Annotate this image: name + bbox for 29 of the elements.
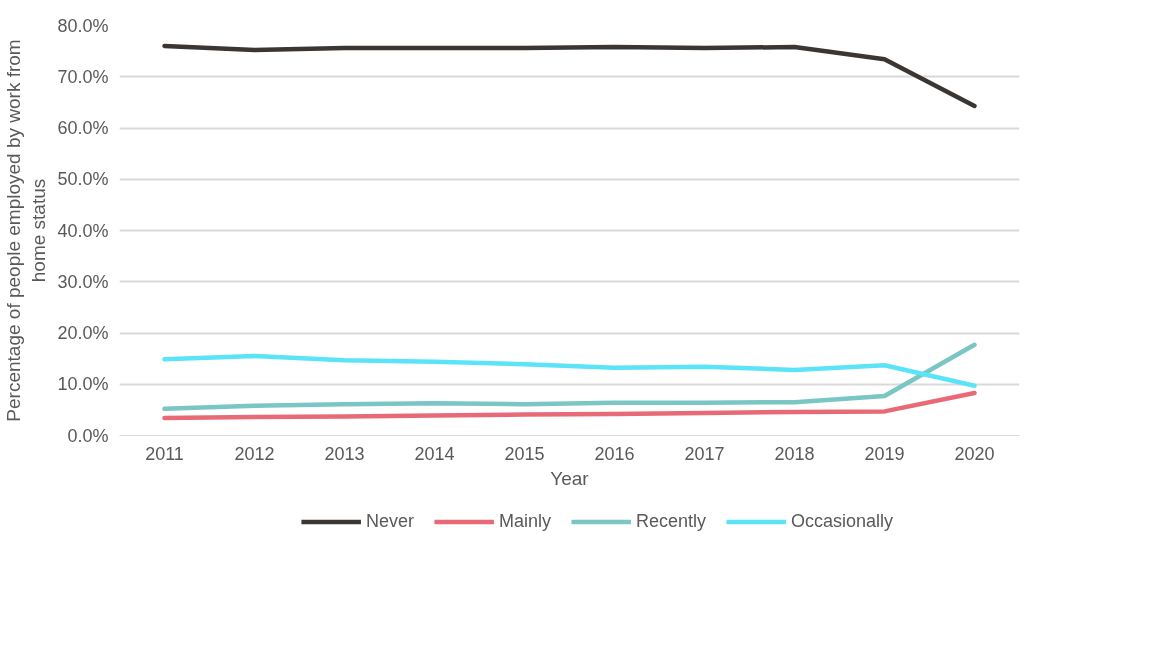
y-tick-label: 30.0% [57, 271, 109, 292]
y-tick-label: 60.0% [57, 118, 109, 138]
x-tick-label: 2019 [864, 443, 905, 464]
x-axis-title: Year [550, 467, 590, 489]
y-tick-label: 0.0% [67, 425, 109, 446]
y-tick-label: 10.0% [57, 374, 109, 395]
x-tick-label: 2017 [684, 443, 725, 464]
legend-label: Mainly [498, 510, 551, 532]
y-tick-label: 40.0% [57, 220, 109, 241]
y-axis-title: Percentage of people employed by work from home status [3, 39, 50, 422]
x-tick-label: 2018 [774, 443, 815, 464]
y-tick-label: 80.0% [57, 15, 109, 36]
line-series [162, 43, 977, 109]
x-tick-label: 2020 [954, 443, 995, 464]
legend-label: Never [365, 510, 414, 532]
x-tick-label: 2015 [504, 443, 545, 464]
x-tick-label: 2014 [414, 443, 455, 464]
line-series [162, 353, 977, 389]
x-tick-label: 2011 [145, 443, 184, 464]
x-tick-label: 2012 [234, 443, 275, 464]
y-tick-label: 20.0% [57, 323, 109, 343]
y-tick-label: 50.0% [57, 169, 109, 190]
line-series [162, 342, 977, 412]
legend-label: Recently [635, 510, 707, 532]
y-tick-label: 70.0% [57, 66, 109, 87]
x-tick-label: 2013 [324, 443, 365, 464]
x-tick-label: 2016 [594, 443, 635, 464]
line-series [162, 390, 977, 421]
legend-label: Occasionally [791, 510, 894, 532]
